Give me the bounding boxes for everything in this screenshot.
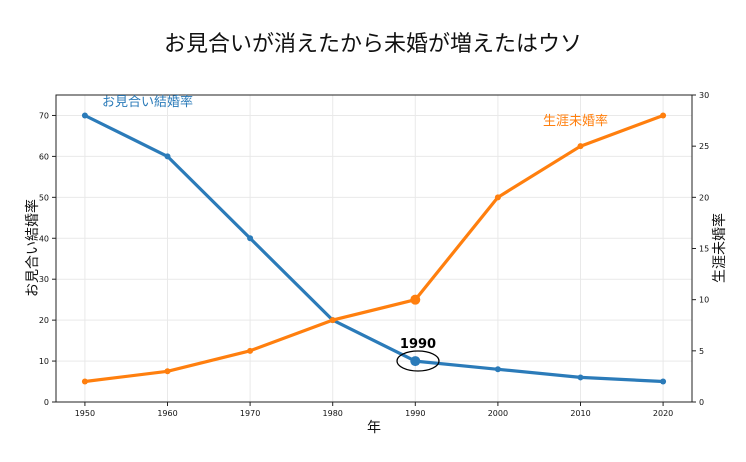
y-right-tick-label: 30: [699, 91, 709, 100]
annotation-label: 1990: [400, 337, 436, 352]
series-line-1: [83, 113, 665, 384]
x-tick-label: 1980: [323, 409, 343, 418]
y-left-tick-label: 10: [39, 357, 49, 366]
x-tick-label: 2000: [488, 409, 508, 418]
x-axis-label: 年: [367, 420, 381, 436]
series-point-1: [660, 112, 667, 119]
series-point-1: [410, 294, 421, 305]
series-point-1: [329, 317, 336, 324]
legend-label-mikon: 生涯未婚率: [543, 113, 608, 129]
y-axis-label-right: 生涯未婚率: [711, 213, 728, 283]
y-left-tick-label: 70: [39, 111, 49, 120]
y-right-tick-label: 25: [699, 142, 709, 151]
y-axis-label-left: お見合い結婚率: [24, 199, 41, 297]
series-point-0: [494, 366, 501, 373]
grid: [56, 95, 692, 403]
x-tick-label: 2010: [570, 409, 590, 418]
y-right-tick-label: 5: [699, 347, 704, 356]
y-right-tick-label: 20: [699, 193, 709, 202]
annotation-ellipse: [396, 350, 440, 372]
series-point-1: [494, 194, 501, 201]
y-left-tick-label: 60: [39, 152, 49, 161]
y-right-tick-label: 0: [699, 398, 704, 407]
y-left-tick-label: 30: [39, 275, 49, 284]
series-point-1: [247, 347, 254, 354]
y-right-tick-label: 15: [699, 245, 709, 254]
y-left-tick-label: 0: [44, 398, 49, 407]
y-left-tick-label: 50: [39, 193, 49, 202]
series-point-0: [164, 153, 171, 160]
x-tick-label: 1950: [75, 409, 95, 418]
series-point-0: [660, 378, 667, 385]
series-point-0: [577, 374, 584, 381]
series-point-1: [164, 368, 171, 375]
series-line-0: [83, 113, 665, 384]
chart-title: お見合いが消えたから未婚が増えたはウソ: [164, 32, 582, 57]
series: [81, 112, 667, 385]
x-tick-label: 1990: [405, 409, 425, 418]
series-point-0: [81, 112, 88, 119]
y-left-tick-label: 20: [39, 316, 49, 325]
series-point-0: [410, 356, 421, 367]
legend-label-omiai: お見合い結婚率: [102, 94, 193, 110]
x-tick-label: 2020: [653, 409, 673, 418]
series-point-1: [577, 143, 584, 150]
x-tick-label: 1970: [240, 409, 260, 418]
x-tick-label: 1960: [157, 409, 177, 418]
y-right-tick-label: 10: [699, 296, 709, 305]
y-left-tick-label: 40: [39, 234, 49, 243]
series-point-1: [81, 378, 88, 385]
series-point-0: [247, 235, 254, 242]
ticks: 1950 1960 1970 1980 1990 2000 2010 202001020304…: [39, 91, 709, 418]
